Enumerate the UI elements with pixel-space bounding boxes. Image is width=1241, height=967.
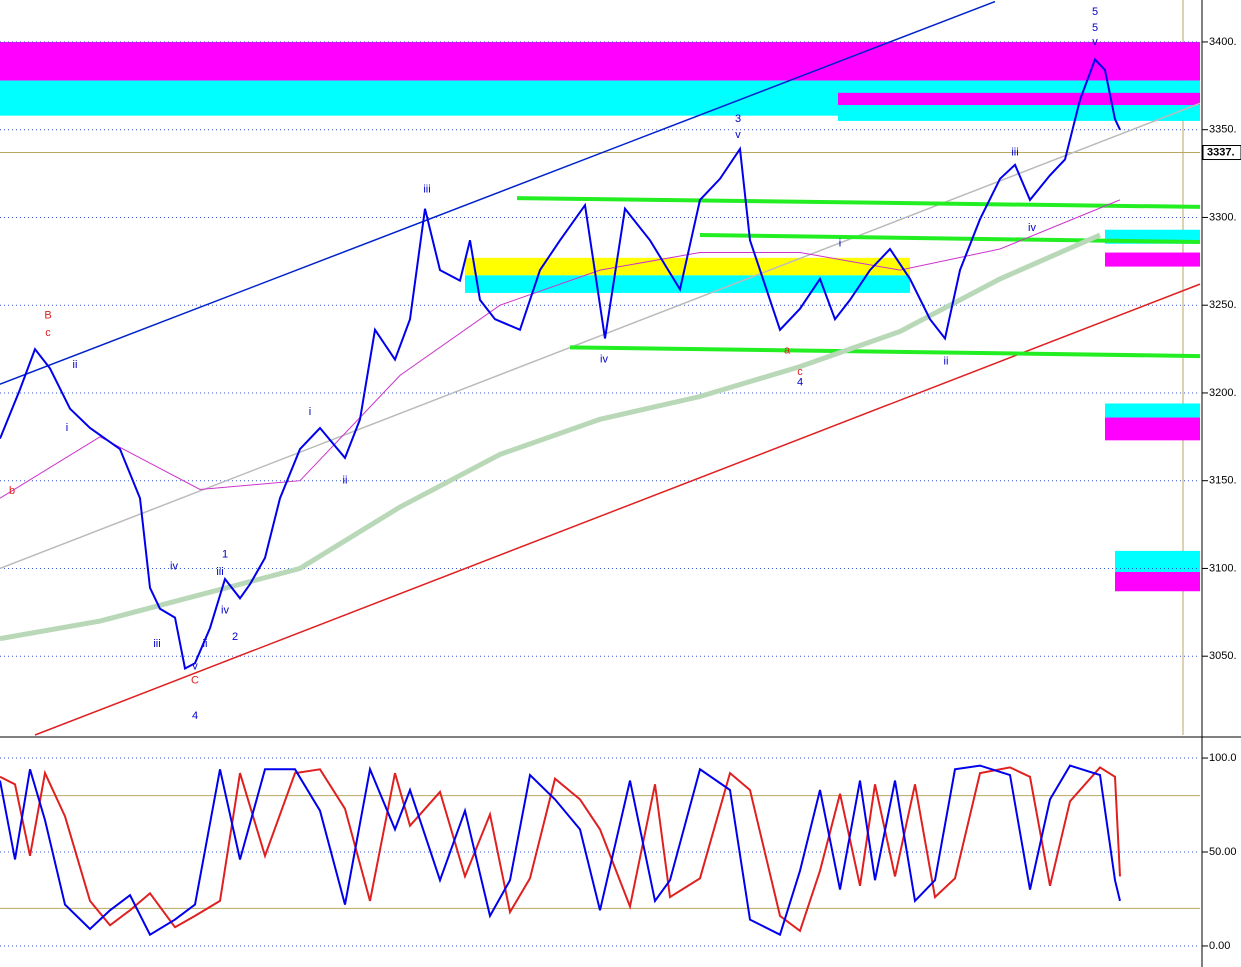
current-price-box [1202, 145, 1241, 161]
wave-label: 4 [192, 710, 198, 722]
wave-label: 3 [735, 113, 741, 125]
series-line [0, 764, 1121, 937]
y-tick-label: 3300. [1209, 211, 1237, 223]
series-line [0, 57, 1121, 671]
zone [0, 41, 1200, 81]
wave-label: c [45, 327, 51, 339]
wave-label: iv [600, 354, 608, 366]
zone [1105, 403, 1200, 418]
y-tick-label: 3050. [1209, 650, 1237, 662]
wave-label: c [797, 366, 803, 378]
zone [465, 275, 910, 293]
wave-label: ii [343, 475, 348, 487]
y-tick-label: 3200. [1209, 387, 1237, 399]
wave-label: b [9, 485, 15, 497]
y-tick-label: 100.0 [1209, 752, 1237, 764]
wave-label: 1 [222, 548, 228, 560]
zone [1105, 417, 1200, 441]
wave-label: 5 [1092, 6, 1098, 18]
wave-label: C [191, 675, 199, 687]
zone [1105, 252, 1200, 267]
wave-label: iv [1028, 222, 1036, 234]
wave-label: a [784, 345, 791, 357]
y-tick-label: 3250. [1209, 299, 1237, 311]
y-tick-label: 3400. [1209, 36, 1237, 48]
wave-label: iv [221, 604, 229, 616]
wave-label: i [66, 422, 68, 434]
series-line [0, 766, 1121, 933]
zone [1115, 550, 1200, 572]
support-line [699, 232, 1201, 245]
wave-label: iv [170, 561, 178, 573]
wave-label: 5 [1092, 22, 1098, 34]
wave-label: v [735, 129, 741, 141]
wave-label: iii [1011, 146, 1018, 158]
wave-label: B [44, 310, 51, 322]
y-tick-label: 3150. [1209, 475, 1237, 487]
wave-label: iii [423, 183, 430, 195]
wave-label: v [1092, 36, 1098, 48]
support-line [569, 345, 1201, 359]
zone [838, 105, 1200, 121]
wave-label: i [839, 238, 841, 250]
zone [1115, 571, 1200, 592]
series-line [0, 199, 1121, 499]
y-tick-label: 50.00 [1209, 846, 1237, 858]
zone [838, 92, 1200, 106]
y-tick-label: 3350. [1209, 124, 1237, 136]
y-tick-label: 3100. [1209, 562, 1237, 574]
zone [465, 257, 910, 276]
wave-label: ii [203, 638, 208, 650]
wave-label: ii [944, 355, 949, 367]
current-price-label: 3337. [1207, 146, 1235, 158]
trend-line [0, 0, 996, 385]
wave-label: ii [73, 359, 78, 371]
wave-label: 4 [797, 376, 803, 388]
series-line [0, 232, 1102, 642]
trend-line [34, 283, 1201, 736]
wave-label: iii [153, 638, 160, 650]
support-line [516, 196, 1201, 209]
wave-label: i [309, 406, 311, 418]
wave-label: iii [216, 566, 223, 578]
y-tick-label: 0.00 [1209, 940, 1230, 952]
wave-label: v [192, 661, 198, 673]
wave-label: 2 [232, 631, 238, 643]
